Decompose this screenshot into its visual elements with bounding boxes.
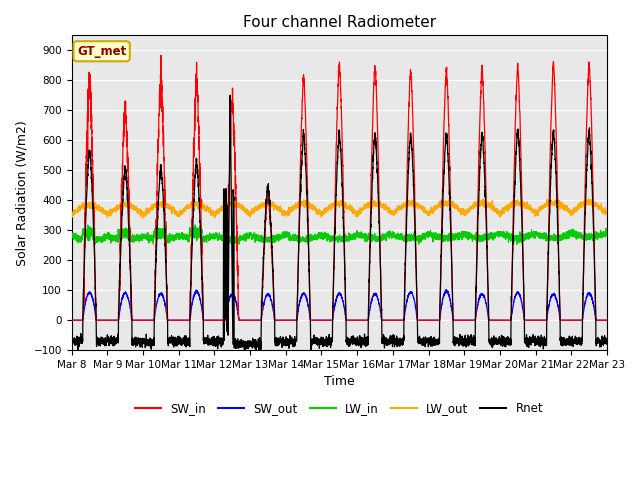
Y-axis label: Solar Radiation (W/m2): Solar Radiation (W/m2) xyxy=(15,120,28,265)
Text: GT_met: GT_met xyxy=(77,45,126,58)
Title: Four channel Radiometer: Four channel Radiometer xyxy=(243,15,436,30)
Legend: SW_in, SW_out, LW_in, LW_out, Rnet: SW_in, SW_out, LW_in, LW_out, Rnet xyxy=(131,397,548,420)
X-axis label: Time: Time xyxy=(324,375,355,388)
